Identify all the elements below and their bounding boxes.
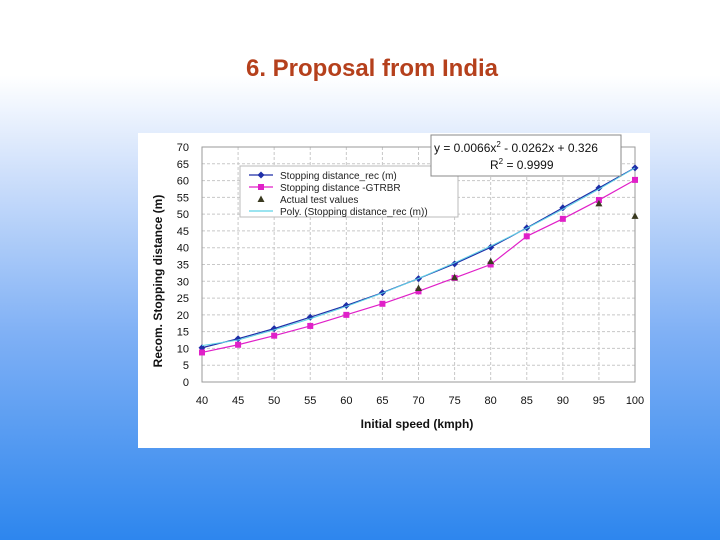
y-tick-label: 50 <box>177 209 189 221</box>
y-tick-label: 40 <box>177 243 189 255</box>
y-tick-label: 55 <box>177 192 189 204</box>
data-point <box>631 212 639 219</box>
data-point <box>307 322 314 329</box>
chart-container: 0 5 10 15 20 25 30 35 40 45 50 55 60 65 70 40 45 50 55 60 65… <box>138 133 650 448</box>
y-tick-label: 10 <box>177 343 189 355</box>
data-point <box>559 204 567 212</box>
y-tick-label: 45 <box>177 226 189 238</box>
data-point <box>415 288 422 295</box>
y-tick-label: 5 <box>183 360 189 372</box>
data-point <box>523 233 530 240</box>
x-tick-label: 100 <box>626 395 644 407</box>
slide-title: 6. Proposal from India <box>245 55 499 82</box>
data-point <box>379 300 386 307</box>
data-point <box>415 284 422 291</box>
y-tick-label: 25 <box>177 293 189 305</box>
x-tick-label: 65 <box>376 395 388 407</box>
series-line <box>201 167 636 347</box>
series-4 <box>201 167 636 347</box>
legend-label: Stopping distance_rec (m) <box>280 171 397 182</box>
x-tick-label: 75 <box>448 395 460 407</box>
data-point <box>271 332 278 339</box>
data-point <box>487 257 495 265</box>
data-point <box>342 301 350 309</box>
legend-box <box>239 165 459 218</box>
x-tick-label: 85 <box>521 395 533 407</box>
legend-label: Stopping distance -GTRBR <box>280 183 401 194</box>
legend-swatch-marker <box>257 195 265 202</box>
data-point <box>595 199 603 207</box>
legend-swatch-marker <box>258 184 264 190</box>
x-tick-label: 55 <box>304 395 316 407</box>
x-tick-label: 90 <box>557 395 569 407</box>
data-point <box>487 261 494 268</box>
data-point <box>235 341 242 348</box>
data-point <box>199 349 205 356</box>
y-axis-label: Recom. Stopping distance (m) <box>151 195 165 368</box>
y-tick-label: 35 <box>177 260 189 272</box>
y-tick-label: 70 <box>177 142 189 154</box>
data-point <box>559 215 566 222</box>
y-tick-label: 15 <box>177 327 189 339</box>
legend-swatch-marker <box>257 171 265 179</box>
equation-box <box>430 134 622 177</box>
r-squared-text: R2 = 0.9999 <box>490 157 554 172</box>
axis-layer: 0 5 10 15 20 25 30 35 40 45 50 55 60 65 70 40 45 50 55 60 65… <box>177 142 644 407</box>
series-layer <box>198 164 639 356</box>
series-3 <box>415 199 639 291</box>
x-tick-label: 40 <box>196 395 208 407</box>
y-tick-label: 65 <box>177 159 189 171</box>
data-point <box>306 313 314 321</box>
data-point <box>631 164 639 172</box>
y-tick-label: 60 <box>177 176 189 188</box>
plot-area-border <box>201 146 636 383</box>
x-tick-label: 95 <box>593 395 605 407</box>
data-point <box>595 184 603 192</box>
legend: Stopping distance_rec (m)Stopping distan… <box>239 165 459 218</box>
x-tick-label: 45 <box>232 395 244 407</box>
y-tick-label: 20 <box>177 310 189 322</box>
x-tick-label: 50 <box>268 395 280 407</box>
y-tick-label: 30 <box>177 276 189 288</box>
data-point <box>234 335 242 343</box>
data-point <box>632 176 638 183</box>
x-tick-label: 80 <box>485 395 497 407</box>
equation-text: y = 0.0066x2 - 0.0262x + 0.326 <box>434 140 598 155</box>
x-tick-label: 70 <box>412 395 424 407</box>
stopping-distance-chart: 0 5 10 15 20 25 30 35 40 45 50 55 60 65 70 40 45 50 55 60 65… <box>151 134 644 431</box>
x-axis-label: Initial speed (kmph) <box>361 417 474 431</box>
trendline-equation-box: y = 0.0066x2 - 0.0262x + 0.326 R2 = 0.999… <box>430 134 622 177</box>
data-point <box>451 273 459 281</box>
legend-label: Actual test values <box>280 195 358 206</box>
x-tick-label: 60 <box>340 395 352 407</box>
legend-label: Poly. (Stopping distance_rec (m)) <box>280 207 428 218</box>
data-point <box>343 311 350 318</box>
y-tick-label: 0 <box>183 377 189 389</box>
